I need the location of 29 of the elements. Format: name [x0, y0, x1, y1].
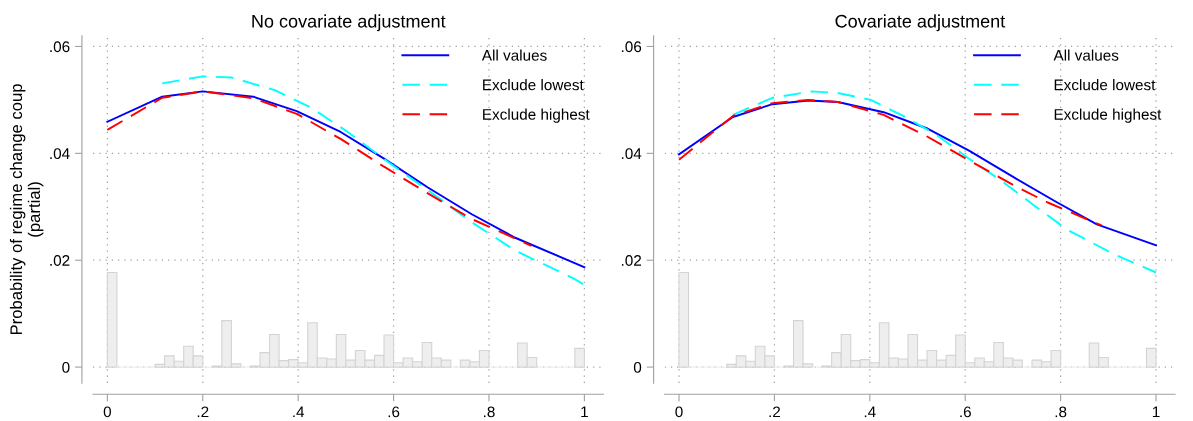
- x-tick-label: .8: [1055, 406, 1067, 418]
- legend-label: Exclude highest: [483, 108, 590, 123]
- x-tick-label: 1: [581, 406, 588, 418]
- x-tick-label: .8: [484, 406, 495, 418]
- y-tick-label: .06: [621, 41, 642, 53]
- x-tick-label: .2: [769, 406, 781, 418]
- x-tick-label: .4: [293, 406, 305, 418]
- legend-label: Exclude highest: [1054, 108, 1162, 123]
- legend-label: Exclude lowest: [483, 79, 584, 91]
- chart-title: Covariate adjustment: [835, 14, 1006, 32]
- chart-title: No covariate adjustment: [252, 14, 446, 32]
- legend-label: All values: [1053, 49, 1119, 61]
- y-tick-label: .02: [621, 255, 642, 266]
- y-tick-label: 0: [633, 361, 642, 373]
- x-tick-label: .6: [388, 406, 400, 418]
- y-tick-label: .04: [621, 148, 642, 160]
- x-tick-label: 0: [675, 406, 683, 418]
- x-tick-label: .6: [960, 406, 971, 418]
- y-tick-label: .06: [50, 41, 70, 53]
- x-tick-label: 1: [1152, 406, 1160, 418]
- legend-label: Exclude lowest: [1054, 79, 1156, 91]
- y-tick-label: 0: [62, 361, 70, 373]
- x-tick-label: .2: [197, 406, 209, 418]
- y-axis-title: Probability of regime change coup (partial): [9, 84, 44, 335]
- legend-label: All values: [481, 49, 547, 61]
- y-tick-label: .04: [50, 148, 70, 160]
- x-tick-label: 0: [103, 406, 112, 418]
- y-tick-label: .02: [50, 255, 70, 266]
- x-tick-label: .4: [864, 406, 876, 418]
